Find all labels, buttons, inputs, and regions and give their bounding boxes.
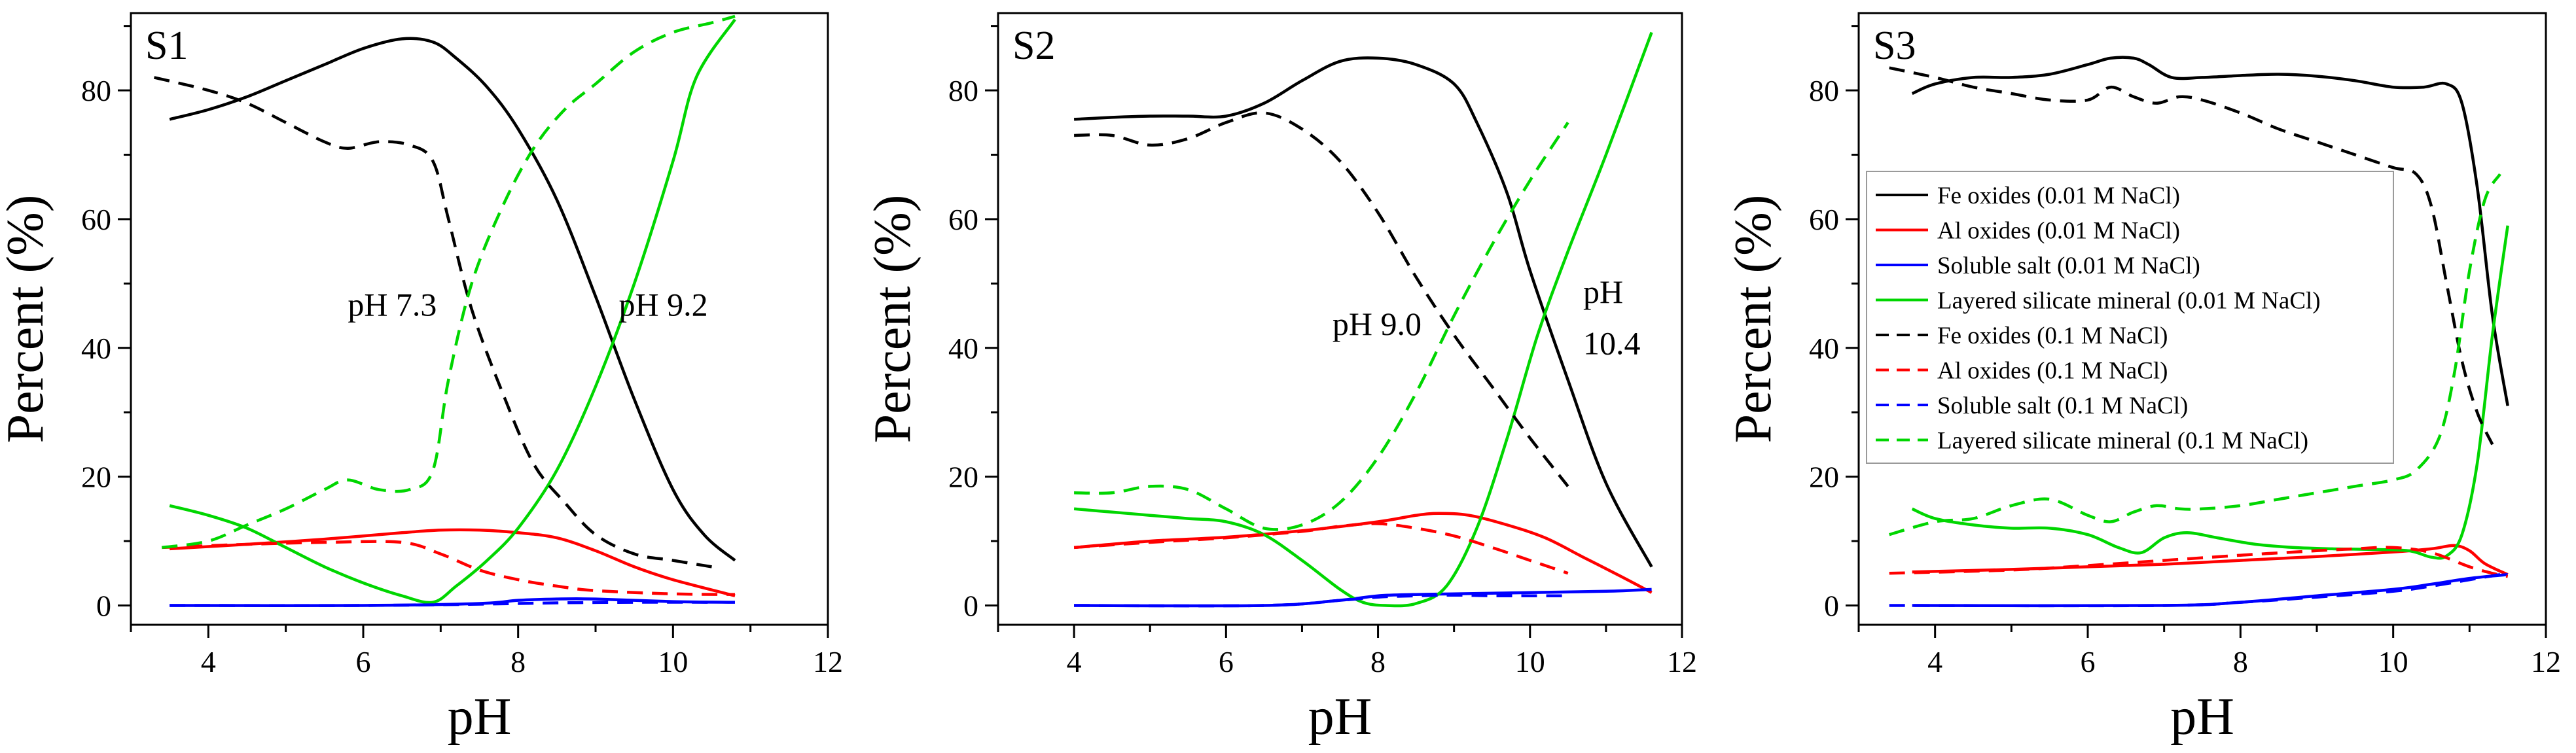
series-line-6 [1074, 593, 1568, 608]
chart-panel-s2: 4 6 8 10 12 0 20 40 60 80 pH Percent (%) S2 pH 9.0 pH 1… [864, 12, 1697, 746]
y-tick-label: 60 [948, 203, 978, 236]
annotation-label: pH 9.2 [619, 287, 708, 323]
series-line-3 [1911, 225, 2509, 560]
x-tick-label: 12 [813, 645, 843, 678]
legend-entry-0: Fe oxides (0.01 M NaCl) [1937, 183, 2180, 209]
y-tick-label: 80 [81, 74, 111, 107]
legend-entry-5: Al oxides (0.1 M NaCl) [1937, 358, 2168, 385]
series-line-7 [162, 14, 736, 550]
y-tick-label: 60 [81, 203, 111, 236]
y-tick-label: 60 [1809, 203, 1839, 236]
legend-entry-7: Layered silicate mineral (0.1 M NaCl) [1937, 428, 2308, 455]
legend-entry-2: Soluble salt (0.01 M NaCl) [1937, 253, 2200, 279]
series-line-2 [1912, 572, 2508, 608]
y-tick-label: 0 [1824, 589, 1839, 622]
x-tick-label: 12 [2531, 645, 2561, 678]
plot-frame [997, 12, 1683, 626]
series-line-0 [1073, 56, 1653, 568]
series-line-4 [153, 76, 712, 569]
y-tick-label: 40 [948, 332, 978, 365]
y-tick-label: 80 [948, 74, 978, 107]
y-tick-label: 0 [96, 589, 111, 622]
chart-panel-s3: 4 6 8 10 12 0 20 40 60 80 pH Percent (%) S3 Fe oxides… [1725, 12, 2561, 746]
panel-label: S3 [1873, 24, 1916, 68]
series-group [153, 14, 736, 607]
series-line-5 [162, 540, 736, 596]
series-line-3 [1073, 31, 1653, 608]
annotation-label: pH 9.0 [1333, 306, 1422, 342]
y-tick-label: 20 [1809, 461, 1839, 494]
x-axis-title: pH [448, 688, 512, 746]
series-line-1 [170, 528, 736, 597]
plot-frame [130, 12, 829, 626]
legend-entry-6: Soluble salt (0.1 M NaCl) [1937, 393, 2188, 419]
y-axis-title: Percent (%) [864, 195, 921, 444]
legend: Fe oxides (0.01 M NaCl) Al oxides (0.01 M… [1866, 171, 2394, 464]
y-axis-title: Percent (%) [1725, 195, 1782, 444]
x-tick-label: 10 [658, 645, 688, 678]
series-line-3 [169, 18, 736, 604]
annotation-label: 10.4 [1583, 325, 1641, 362]
series-line-6 [1889, 572, 2509, 608]
y-tick-label: 40 [81, 332, 111, 365]
series-line-5 [1073, 522, 1569, 575]
panel-label: S2 [1012, 24, 1055, 68]
x-tick-label: 4 [1067, 645, 1082, 678]
x-tick-label: 8 [1370, 645, 1386, 678]
x-tick-label: 8 [510, 645, 526, 678]
x-tick-label: 4 [201, 645, 216, 678]
series-line-4 [1889, 66, 2494, 446]
x-tick-label: 6 [356, 645, 371, 678]
series-line-6 [170, 601, 712, 607]
y-tick-label: 0 [963, 589, 978, 622]
legend-box [1866, 171, 2394, 464]
legend-entry-3: Layered silicate mineral (0.01 M NaCl) [1937, 288, 2321, 315]
annotation-label: pH [1583, 273, 1623, 310]
plot-frame [1857, 12, 2547, 626]
x-axis-title: pH [2170, 688, 2234, 746]
y-tick-label: 40 [1809, 332, 1839, 365]
series-line-5 [1889, 546, 2509, 578]
series-group [1889, 56, 2509, 608]
series-line-0 [169, 37, 736, 562]
y-tick-label: 80 [1809, 74, 1839, 107]
x-tick-label: 10 [1515, 645, 1545, 678]
x-tick-label: 10 [2378, 645, 2408, 678]
series-line-7 [1074, 122, 1569, 531]
x-tick-label: 6 [1219, 645, 1234, 678]
y-axis-title: Percent (%) [0, 195, 54, 444]
legend-entry-4: Fe oxides (0.1 M NaCl) [1937, 323, 2168, 349]
x-tick-label: 6 [2081, 645, 2096, 678]
series-group [1073, 31, 1653, 608]
x-tick-label: 8 [2233, 645, 2248, 678]
series-line-7 [1889, 173, 2501, 536]
x-axis-title: pH [1308, 688, 1372, 746]
series-line-1 [1073, 512, 1653, 594]
x-tick-label: 12 [1667, 645, 1697, 678]
x-tick-label: 4 [1927, 645, 1942, 678]
series-line-0 [1911, 56, 2509, 406]
series-line-4 [1074, 111, 1569, 487]
y-tick-label: 20 [81, 461, 111, 494]
annotation-label: pH 7.3 [348, 287, 437, 323]
legend-entry-1: Al oxides (0.01 M NaCl) [1937, 218, 2180, 245]
y-tick-label: 20 [948, 461, 978, 494]
panel-label: S1 [145, 24, 188, 68]
chart-panel-s1: 4 6 8 10 12 0 20 40 60 80 pH Percent (%) S1 pH 7.3 pH … [0, 12, 843, 746]
